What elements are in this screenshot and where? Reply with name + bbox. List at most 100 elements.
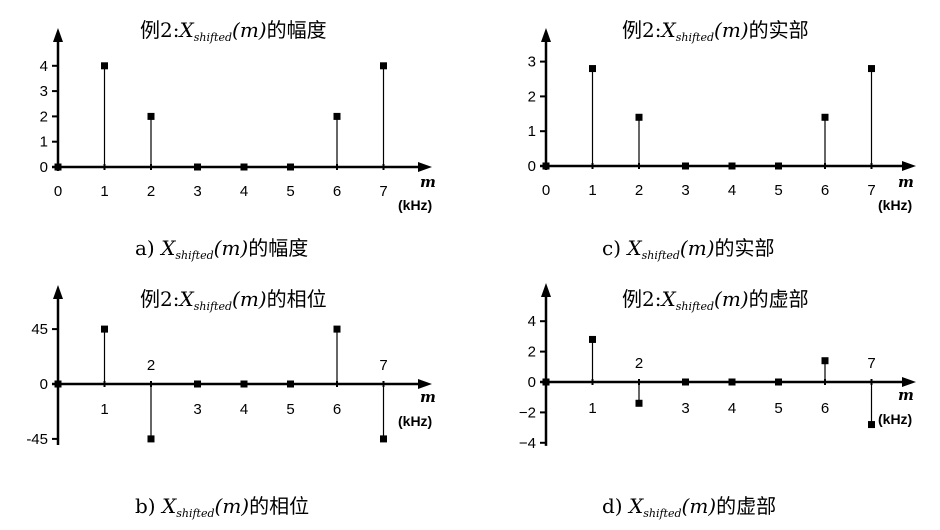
x-tick-label: 5 xyxy=(286,183,294,200)
stem-marker xyxy=(380,62,387,70)
y-tick-label: 0 xyxy=(528,374,536,391)
stem-marker xyxy=(775,378,782,386)
y-tick-label: 45 xyxy=(31,321,48,338)
x-axis-unit: (kHz) xyxy=(878,197,912,213)
stem-marker xyxy=(333,112,341,120)
x-tick-label: 1 xyxy=(588,400,596,417)
x-tick-label: 3 xyxy=(681,400,689,417)
stem-marker xyxy=(682,162,689,170)
x-tick-label: 4 xyxy=(728,400,736,417)
x-tick-label: 5 xyxy=(774,182,782,199)
x-tick-label: 1 xyxy=(588,182,596,199)
x-axis-arrow xyxy=(902,161,916,171)
stem-marker xyxy=(54,380,62,388)
caption-c: c) Xshifted(m)的实部 xyxy=(602,236,775,262)
stem-marker xyxy=(542,378,550,386)
y-tick-label: 0 xyxy=(528,158,536,175)
stem-marker xyxy=(287,163,294,171)
y-tick-label: 2 xyxy=(40,108,48,125)
stem-marker xyxy=(589,335,596,343)
y-tick-label: −2 xyxy=(519,404,536,421)
y-tick-label: 3 xyxy=(40,83,48,100)
caption-d: d) Xshifted(m)的虚部 xyxy=(602,494,777,520)
x-axis-label: m xyxy=(898,386,914,404)
stem-marker xyxy=(542,162,550,170)
y-axis-arrow xyxy=(53,28,63,42)
y-axis-arrow xyxy=(53,285,63,299)
x-tick-label: 2 xyxy=(147,357,155,374)
title-imaginary: 例2:Xshifted(m)的虚部 xyxy=(622,287,809,313)
stem-marker xyxy=(821,113,829,121)
x-axis-unit: (kHz) xyxy=(878,411,912,427)
title-real: 例2:Xshifted(m)的实部 xyxy=(622,18,809,44)
y-tick-label: 3 xyxy=(528,54,536,71)
x-tick-label: 6 xyxy=(333,401,341,418)
stem-marker xyxy=(287,380,294,388)
stem-marker xyxy=(101,62,108,70)
x-tick-label: 5 xyxy=(286,401,294,418)
x-tick-label: 2 xyxy=(635,355,643,372)
stem-marker xyxy=(147,435,155,443)
stem-marker xyxy=(240,380,248,388)
title-phase: 例2:Xshifted(m)的相位 xyxy=(140,287,327,313)
x-tick-label: 7 xyxy=(867,355,875,372)
stem-marker xyxy=(868,421,875,429)
x-axis-label: m xyxy=(898,173,914,191)
x-tick-label: 1 xyxy=(100,401,108,418)
y-tick-label: 2 xyxy=(528,344,536,361)
stem-marker xyxy=(868,65,875,73)
x-axis-unit: (kHz) xyxy=(398,197,432,213)
x-tick-label: 7 xyxy=(379,183,387,200)
stem-marker xyxy=(147,112,155,120)
y-tick-label: 4 xyxy=(528,313,536,330)
x-tick-label: 0 xyxy=(542,182,550,199)
x-tick-label: 6 xyxy=(821,400,829,417)
stem-marker xyxy=(101,325,108,333)
caption-b: b) Xshifted(m)的相位 xyxy=(135,494,310,520)
y-axis-arrow xyxy=(541,283,551,297)
x-tick-label: 4 xyxy=(240,183,248,200)
stem-marker xyxy=(635,399,643,407)
x-tick-label: 7 xyxy=(379,357,387,374)
y-tick-label: −4 xyxy=(519,435,536,452)
y-tick-label: 0 xyxy=(40,159,48,176)
x-tick-label: 7 xyxy=(867,182,875,199)
stem-marker xyxy=(194,163,201,171)
x-axis-label: m xyxy=(420,173,436,191)
stem-marker xyxy=(728,162,736,170)
stem-marker xyxy=(728,378,736,386)
x-tick-label: 2 xyxy=(635,182,643,199)
x-tick-label: 3 xyxy=(193,183,201,200)
x-tick-label: 6 xyxy=(821,182,829,199)
stem-marker xyxy=(54,163,62,171)
y-tick-label: 1 xyxy=(40,134,48,151)
x-axis-arrow xyxy=(902,377,916,387)
y-tick-label: 2 xyxy=(528,88,536,105)
x-axis-unit: (kHz) xyxy=(398,413,432,429)
y-tick-label: 0 xyxy=(40,376,48,393)
x-tick-label: 0 xyxy=(54,183,62,200)
stem-marker xyxy=(333,325,341,333)
x-axis-label: m xyxy=(420,388,436,406)
y-axis-arrow xyxy=(541,28,551,42)
x-tick-label: 5 xyxy=(774,400,782,417)
title-magnitude: 例2:Xshifted(m)的幅度 xyxy=(140,18,327,44)
x-axis-arrow xyxy=(418,379,432,389)
stem-marker xyxy=(194,380,201,388)
y-tick-label: 4 xyxy=(40,58,48,75)
y-tick-label: 1 xyxy=(528,123,536,140)
stem-marker xyxy=(380,435,387,443)
x-tick-label: 1 xyxy=(100,183,108,200)
stem-marker xyxy=(821,357,829,365)
caption-a: a) Xshifted(m)的幅度 xyxy=(135,236,309,262)
x-tick-label: 6 xyxy=(333,183,341,200)
stem-marker xyxy=(240,163,248,171)
x-tick-label: 4 xyxy=(240,401,248,418)
x-tick-label: 3 xyxy=(193,401,201,418)
stem-marker xyxy=(775,162,782,170)
x-tick-label: 4 xyxy=(728,182,736,199)
